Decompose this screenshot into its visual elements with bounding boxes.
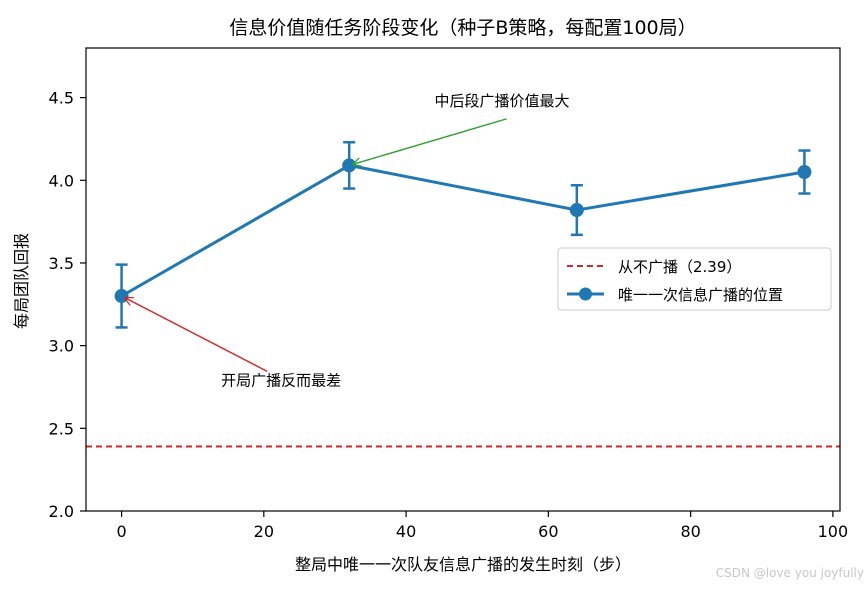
data-point xyxy=(569,203,584,218)
data-point xyxy=(114,289,129,304)
legend-series-label: 唯一一次信息广播的位置 xyxy=(618,286,783,304)
legend-box xyxy=(557,247,832,311)
data-point xyxy=(797,165,812,180)
series-line xyxy=(120,163,805,298)
y-tick-label: 2.0 xyxy=(49,502,74,521)
x-tick-label: 100 xyxy=(818,522,849,541)
y-tick-label: 3.5 xyxy=(49,254,74,273)
x-tick-label: 0 xyxy=(116,522,126,541)
y-axis-label: 每局团队回报 xyxy=(12,233,31,329)
x-tick-label: 40 xyxy=(396,522,416,541)
legend-series-marker xyxy=(579,287,592,301)
x-tick-label: 80 xyxy=(680,522,700,541)
annotation-label: 中后段广播价值最大 xyxy=(435,92,570,110)
annotation-arrow xyxy=(125,298,268,372)
legend: 从不广播（2.39） 唯一一次信息广播的位置 xyxy=(557,247,832,311)
y-tick-label: 4.5 xyxy=(49,89,74,108)
data-point xyxy=(342,158,357,173)
y-tick-label: 2.5 xyxy=(49,419,74,438)
annotation-label: 开局广播反而最差 xyxy=(221,371,341,389)
x-tick-label: 60 xyxy=(538,522,558,541)
x-tick-label: 20 xyxy=(254,522,274,541)
x-axis-label: 整局中唯一一次队友信息广播的发生时刻（步） xyxy=(295,555,631,574)
y-tick-label: 4.0 xyxy=(49,171,74,190)
legend-baseline-label: 从不广播（2.39） xyxy=(618,258,741,276)
axes-frame xyxy=(85,47,841,512)
y-tick-label: 3.0 xyxy=(49,337,74,356)
chart-title: 信息价值随任务阶段变化（种子B策略，每配置100局） xyxy=(229,17,696,39)
watermark: CSDN @love you joyfully xyxy=(715,566,864,580)
annotation-arrow xyxy=(353,118,507,164)
